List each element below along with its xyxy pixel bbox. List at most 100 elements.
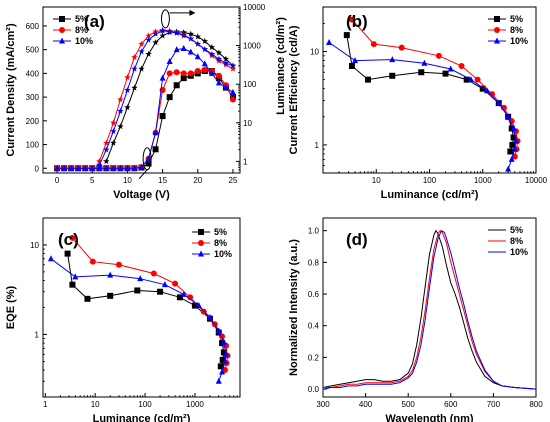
x-tick-label: 10000 <box>525 176 548 185</box>
data-point <box>145 160 152 167</box>
data-point <box>145 50 152 57</box>
data-point <box>68 164 75 171</box>
legend-label: 8% <box>214 238 227 248</box>
data-point <box>220 349 227 356</box>
data-point <box>107 271 114 278</box>
data-point <box>166 58 173 65</box>
x-tick-label: 15 <box>158 176 167 185</box>
data-point <box>96 164 103 171</box>
data-point <box>483 87 490 94</box>
data-point <box>145 155 152 162</box>
data-point <box>229 96 236 103</box>
x-tick-label: 5 <box>90 176 95 185</box>
data-point <box>442 70 449 77</box>
legend-label: 8% <box>75 25 88 35</box>
data-point <box>124 86 131 93</box>
panel-label: (a) <box>84 12 105 31</box>
legend-marker <box>198 250 204 257</box>
data-point <box>495 99 502 106</box>
data-point <box>507 148 514 155</box>
data-point <box>138 163 145 170</box>
data-point <box>157 288 164 295</box>
data-point <box>219 368 226 375</box>
data-point <box>117 123 124 130</box>
data-point <box>215 55 223 62</box>
x-tick-label: 10 <box>123 176 132 185</box>
series-line <box>50 258 227 382</box>
legend-label: 5% <box>75 14 88 24</box>
y-tick-label: 300 <box>26 93 40 102</box>
panel-label: (b) <box>346 12 368 31</box>
data-point <box>435 52 442 59</box>
y2-tick-label: 1 <box>243 157 248 166</box>
data-point <box>82 164 89 171</box>
x-tick-label: 300 <box>316 400 330 409</box>
panel-a: 0 5 10 15 20 25 0 100 200 300 400 500 600 1 10 100 1000 1… <box>5 3 287 201</box>
data-point <box>69 281 76 288</box>
x-tick-label: 20 <box>193 176 202 185</box>
data-point <box>180 75 187 82</box>
y-tick-label: 1 <box>315 141 320 150</box>
data-point <box>166 70 173 77</box>
legend-label: 10% <box>510 36 528 46</box>
x-tick-label: 700 <box>487 400 501 409</box>
series-5pct <box>322 229 537 390</box>
y-tick-label: 0.4 <box>308 322 320 331</box>
data-point <box>103 146 110 153</box>
series-10pct <box>326 38 519 172</box>
data-point <box>173 29 180 36</box>
data-point <box>54 164 61 171</box>
series-line <box>346 35 515 152</box>
legend-marker <box>59 37 65 44</box>
data-point <box>352 57 359 64</box>
plot-frame <box>322 217 537 398</box>
data-point <box>75 164 82 171</box>
data-point <box>201 37 209 44</box>
series-line <box>322 230 537 390</box>
legend: 5%8%10% <box>488 14 528 46</box>
data-point <box>131 65 138 72</box>
x-tick-label: 100 <box>138 400 152 409</box>
data-point <box>208 43 216 51</box>
series-line <box>323 229 537 390</box>
y2-axis-label: Luminance (cd/m²) <box>275 17 287 115</box>
data-point <box>326 38 333 45</box>
data-point <box>217 363 224 370</box>
data-point <box>172 280 179 287</box>
legend-marker <box>198 240 204 246</box>
y2-tick-label: 100 <box>243 80 257 89</box>
data-point <box>72 273 79 280</box>
annotation-arrow <box>138 169 148 180</box>
data-point <box>161 281 168 288</box>
data-point <box>180 290 187 297</box>
y-tick-label: 0.8 <box>308 258 320 267</box>
data-point <box>348 63 355 70</box>
data-point <box>206 313 213 320</box>
data-point <box>124 104 131 111</box>
data-point <box>463 76 470 83</box>
data-point <box>194 40 202 47</box>
panel-c: 1 10 100 1000 1 10 Luminance (cd/m²) EQE (%) (c)… <box>5 217 241 422</box>
series-line <box>57 69 234 169</box>
data-point <box>200 308 207 315</box>
series-8pct <box>69 234 231 374</box>
x-tick-label: 1000 <box>186 400 204 409</box>
panel-label: (d) <box>346 230 368 249</box>
data-point <box>131 164 138 171</box>
data-point <box>124 164 131 171</box>
data-point <box>187 48 194 55</box>
data-point <box>110 127 117 135</box>
data-point <box>389 56 396 63</box>
y2-tick-label: 10 <box>243 119 252 128</box>
data-point <box>512 137 519 144</box>
y-tick-label: 200 <box>26 117 40 126</box>
data-point <box>138 40 145 47</box>
data-point <box>187 294 194 301</box>
x-axis-label: Voltage (V) <box>113 189 170 201</box>
x-tick-label: 25 <box>229 176 238 185</box>
data-point <box>201 60 208 67</box>
data-point <box>508 118 515 125</box>
data-point <box>229 65 237 72</box>
data-point <box>187 30 194 37</box>
